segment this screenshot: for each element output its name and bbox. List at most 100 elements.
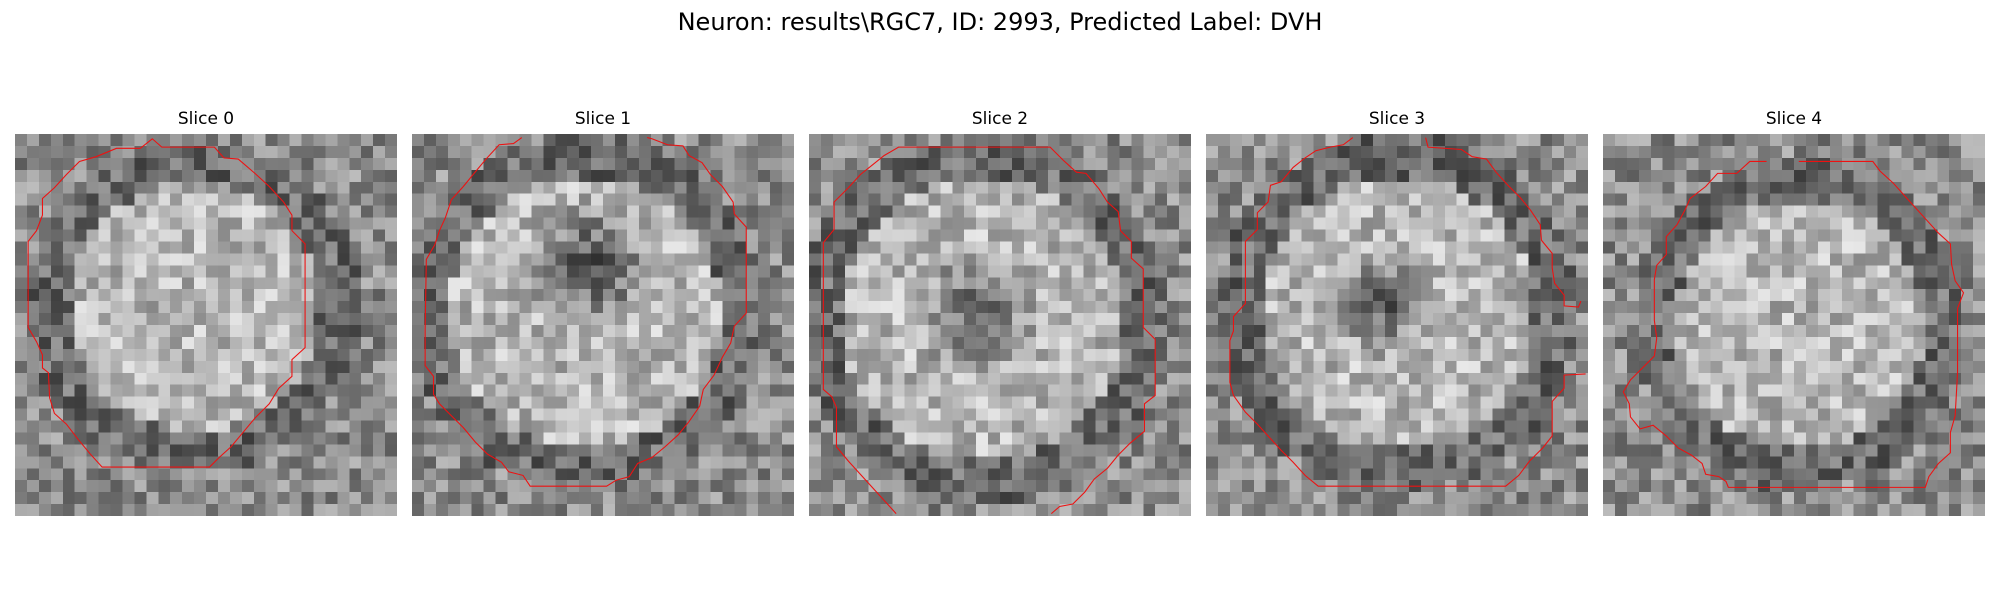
pixel <box>675 289 687 301</box>
pixel <box>1528 230 1540 242</box>
pixel <box>1806 385 1818 397</box>
pixel <box>1048 361 1060 373</box>
pixel <box>639 241 651 253</box>
pixel <box>385 492 397 504</box>
pixel <box>1866 218 1878 230</box>
pixel <box>1072 170 1084 182</box>
pixel <box>99 337 111 349</box>
pixel <box>373 444 385 456</box>
pixel <box>1131 194 1143 206</box>
pixel <box>809 313 821 325</box>
pixel <box>905 504 917 516</box>
pixel <box>1651 432 1663 444</box>
pixel <box>782 194 794 206</box>
pixel <box>758 289 770 301</box>
pixel <box>770 301 782 313</box>
pixel <box>1878 134 1890 146</box>
pixel <box>313 432 325 444</box>
pixel <box>87 230 99 242</box>
pixel <box>1242 241 1254 253</box>
pixel <box>567 230 579 242</box>
pixel <box>1361 504 1373 516</box>
pixel <box>1878 397 1890 409</box>
pixel <box>1242 289 1254 301</box>
pixel <box>1373 218 1385 230</box>
pixel <box>746 349 758 361</box>
pixel <box>111 325 123 337</box>
pixel <box>111 421 123 433</box>
pixel <box>1890 194 1902 206</box>
pixel <box>218 456 230 468</box>
pixel <box>194 218 206 230</box>
pixel <box>254 182 266 194</box>
pixel <box>1167 253 1179 265</box>
pixel <box>821 385 833 397</box>
pixel <box>1242 480 1254 492</box>
pixel <box>1481 325 1493 337</box>
pixel <box>484 146 496 158</box>
pixel <box>1385 492 1397 504</box>
pixel <box>361 230 373 242</box>
pixel <box>1096 504 1108 516</box>
pixel <box>1072 456 1084 468</box>
pixel <box>230 480 242 492</box>
pixel <box>27 456 39 468</box>
pixel <box>639 146 651 158</box>
pixel <box>385 456 397 468</box>
pixel <box>484 385 496 397</box>
pixel <box>87 373 99 385</box>
pixel <box>869 397 881 409</box>
pixel <box>39 301 51 313</box>
pixel <box>1131 313 1143 325</box>
pixel <box>1615 301 1627 313</box>
pixel <box>1167 397 1179 409</box>
pixel <box>1143 385 1155 397</box>
pixel <box>1913 409 1925 421</box>
pixel <box>337 182 349 194</box>
pixel <box>591 361 603 373</box>
pixel <box>651 504 663 516</box>
pixel <box>1373 468 1385 480</box>
pixel <box>1445 194 1457 206</box>
pixel <box>230 134 242 146</box>
pixel <box>519 289 531 301</box>
pixel <box>1973 432 1985 444</box>
pixel <box>1060 146 1072 158</box>
pixel <box>1060 337 1072 349</box>
pixel <box>722 158 734 170</box>
pixel <box>893 492 905 504</box>
pixel <box>639 337 651 349</box>
pixel <box>436 301 448 313</box>
pixel <box>1084 444 1096 456</box>
pixel <box>242 373 254 385</box>
pixel <box>1639 385 1651 397</box>
pixel <box>1493 349 1505 361</box>
pixel <box>722 289 734 301</box>
pixel <box>266 253 278 265</box>
pixel <box>710 385 722 397</box>
pixel <box>1409 182 1421 194</box>
pixel <box>412 504 424 516</box>
pixel <box>1155 313 1167 325</box>
pixel <box>460 361 472 373</box>
pixel <box>770 230 782 242</box>
pixel <box>1313 456 1325 468</box>
pixel <box>916 409 928 421</box>
pixel <box>1782 241 1794 253</box>
pixel <box>1036 337 1048 349</box>
pixel <box>734 146 746 158</box>
pixel <box>1230 230 1242 242</box>
pixel <box>1516 182 1528 194</box>
pixel <box>940 361 952 373</box>
pixel <box>1385 289 1397 301</box>
pixel <box>1096 146 1108 158</box>
pixel <box>1516 373 1528 385</box>
pixel <box>1973 349 1985 361</box>
pixel <box>158 230 170 242</box>
pixel <box>448 349 460 361</box>
pixel <box>1206 170 1218 182</box>
pixel <box>182 409 194 421</box>
pixel <box>1155 421 1167 433</box>
pixel <box>313 349 325 361</box>
pixel <box>567 492 579 504</box>
